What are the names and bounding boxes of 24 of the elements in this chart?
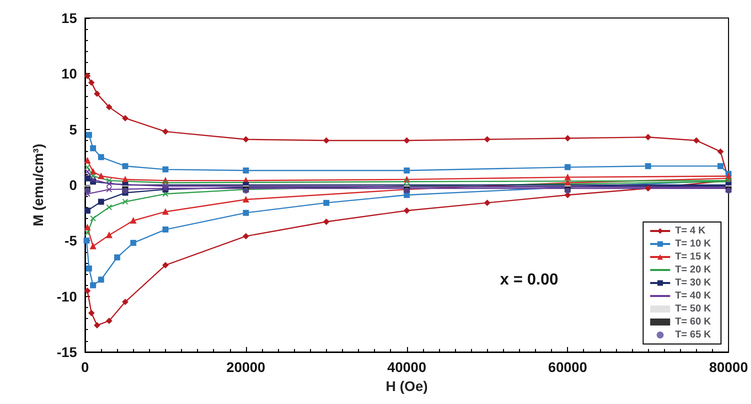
y-tick-label: -5 bbox=[64, 232, 78, 249]
x-tick-label: 60000 bbox=[548, 359, 588, 375]
y-tick-label: -15 bbox=[56, 344, 78, 360]
y-tick-label: 15 bbox=[61, 10, 78, 26]
y-tick-label: 10 bbox=[61, 66, 78, 82]
legend-label: T= 15 K bbox=[675, 252, 712, 262]
x-tick-label: 80000 bbox=[709, 359, 748, 375]
legend-label: T= 50 K bbox=[675, 304, 712, 314]
legend-label: T= 30 K bbox=[675, 278, 712, 288]
legend-label: T= 20 K bbox=[675, 264, 712, 276]
x-tick-label: 20000 bbox=[226, 359, 266, 375]
legend-label: T= 65 K bbox=[675, 330, 712, 340]
y-axis-title: M (emu/cm³) bbox=[30, 144, 46, 226]
y-tick-label: -10 bbox=[56, 288, 78, 304]
y-tick-label: 5 bbox=[69, 121, 78, 138]
legend-label: T= 4 K bbox=[675, 226, 706, 236]
legend-label: T= 10 K bbox=[675, 238, 712, 250]
x-tick-label: 40000 bbox=[387, 359, 426, 375]
legend-label: T= 60 K bbox=[675, 316, 712, 328]
y-tick-label: 0 bbox=[69, 177, 78, 193]
legend-label: T= 40 K bbox=[675, 290, 712, 302]
x-axis-title: H (Oe) bbox=[386, 378, 428, 394]
annotation: x = 0.00 bbox=[500, 272, 558, 288]
x-tick-label: 0 bbox=[81, 359, 90, 375]
